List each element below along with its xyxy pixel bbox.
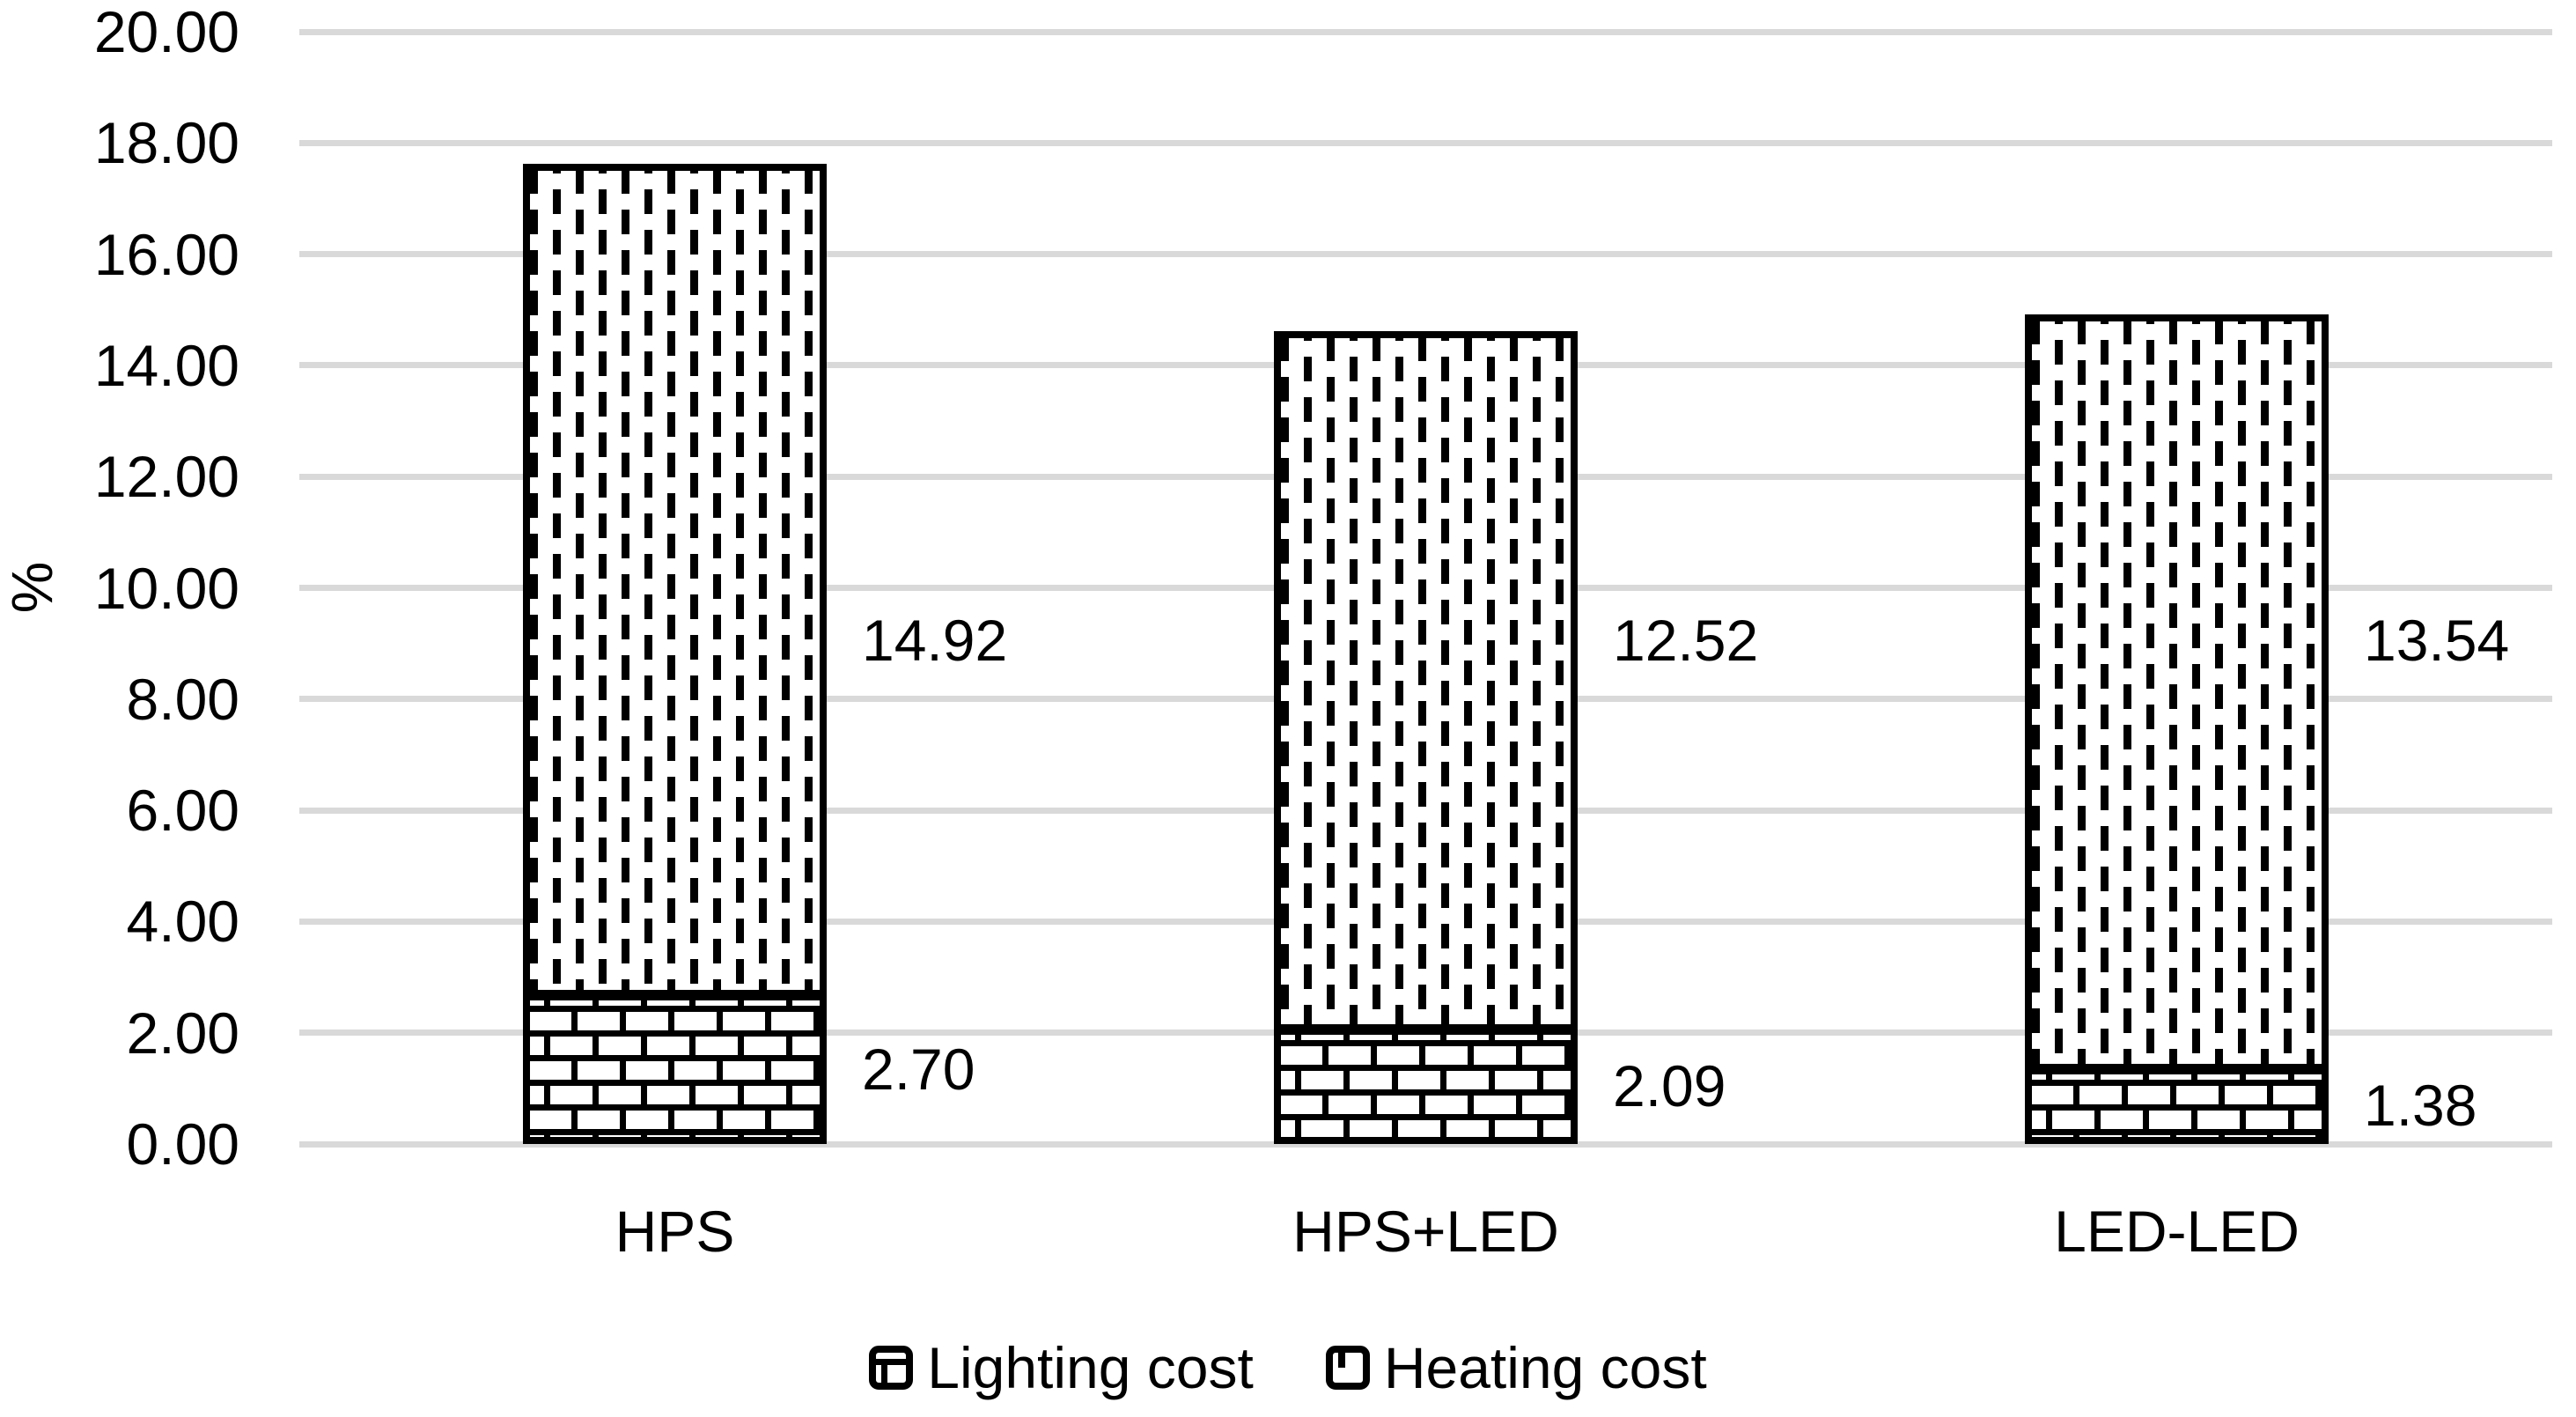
data-label-heating-LED-LED: 13.54 [2364, 608, 2510, 673]
y-tick-label: 10.00 [93, 555, 239, 621]
data-label-lighting-HPS: 2.70 [862, 1036, 975, 1102]
bar-segment-lighting-HPS+LED[interactable] [1274, 1028, 1578, 1144]
legend-label-heating-cost: Heating cost [1383, 1335, 1707, 1400]
bar-segment-heating-HPS[interactable] [523, 164, 827, 997]
legend-item-heating-cost[interactable]: Heating cost [1325, 1335, 1707, 1400]
y-tick-label: 2.00 [126, 1000, 239, 1066]
data-label-lighting-HPS+LED: 2.09 [1613, 1053, 1726, 1118]
legend: Lighting cost Heating cost [0, 1337, 2576, 1399]
category-label-LED-LED: LED-LED [2054, 1199, 2300, 1264]
y-tick-label: 12.00 [93, 444, 239, 510]
bar-segment-heating-LED-LED[interactable] [2025, 314, 2329, 1071]
y-tick-label: 4.00 [126, 889, 239, 955]
y-axis-title: % [0, 561, 64, 614]
brick-swatch-icon [869, 1346, 914, 1390]
y-tick-label: 0.00 [126, 1111, 239, 1177]
y-tick-label: 16.00 [93, 221, 239, 287]
category-label-HPS: HPS [615, 1199, 735, 1264]
bar-segment-heating-HPS+LED[interactable] [1274, 331, 1578, 1031]
y-tick-label: 6.00 [126, 778, 239, 844]
gridline [299, 28, 2552, 35]
y-tick-label: 14.00 [93, 332, 239, 398]
bar-segment-lighting-HPS[interactable] [523, 993, 827, 1144]
gridline [299, 139, 2552, 146]
category-label-HPS+LED: HPS+LED [1292, 1199, 1559, 1264]
data-label-heating-HPS: 14.92 [862, 608, 1008, 673]
dash-swatch-icon [1325, 1346, 1370, 1390]
y-tick-label: 20.00 [93, 0, 239, 64]
y-tick-label: 18.00 [93, 110, 239, 176]
bar-segment-lighting-LED-LED[interactable] [2025, 1067, 2329, 1144]
y-tick-label: 8.00 [126, 666, 239, 732]
gridline [299, 1140, 2552, 1148]
data-label-heating-HPS+LED: 12.52 [1613, 608, 1759, 673]
gridline [299, 251, 2552, 258]
legend-label-lighting-cost: Lighting cost [927, 1335, 1254, 1400]
data-label-lighting-LED-LED: 1.38 [2364, 1073, 2477, 1139]
legend-item-lighting-cost[interactable]: Lighting cost [869, 1337, 1254, 1399]
